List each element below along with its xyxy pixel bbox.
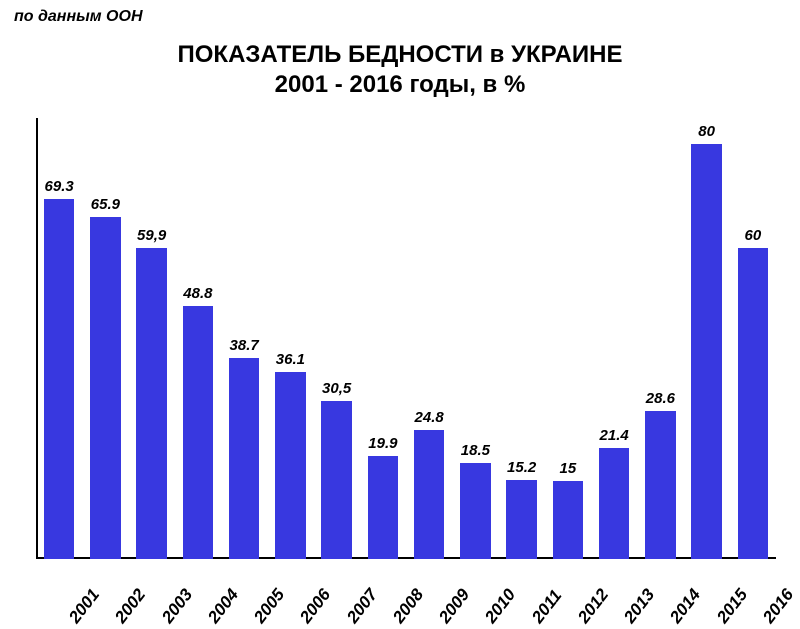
chart-plot-area: 69.3 65.9 59,9 48.8 38.7 36.1 30,5 19.9 24.8 18.5… <box>36 118 776 559</box>
bar: 59,9 <box>136 248 167 559</box>
bar-value-label: 60 <box>745 227 762 244</box>
bar-value-label: 15 <box>560 460 577 477</box>
bar: 30,5 <box>321 401 352 559</box>
x-axis-label: 2005 <box>250 585 289 627</box>
x-axis-label: 2008 <box>389 585 428 627</box>
bar: 36.1 <box>275 372 306 559</box>
chart-title-line-1: ПОКАЗАТЕЛЬ БЕДНОСТИ в УКРАИНЕ <box>0 40 800 70</box>
bar-value-label: 65.9 <box>91 196 120 213</box>
bar: 18.5 <box>460 463 491 559</box>
bar-value-label: 21.4 <box>600 427 629 444</box>
x-axis-label: 2010 <box>481 585 520 627</box>
x-axis-label: 2016 <box>759 585 798 627</box>
x-axis-label: 2001 <box>65 585 104 627</box>
chart-title: ПОКАЗАТЕЛЬ БЕДНОСТИ в УКРАИНЕ 2001 - 201… <box>0 40 800 100</box>
bar: 69.3 <box>44 199 75 559</box>
x-axis-label: 2007 <box>343 585 382 627</box>
bar-value-label: 19.9 <box>368 435 397 452</box>
source-note: по данным ООН <box>14 8 143 26</box>
bar: 38.7 <box>229 358 260 559</box>
x-axis-label: 2011 <box>528 586 566 627</box>
bar: 19.9 <box>368 456 399 559</box>
bar-value-label: 30,5 <box>322 380 351 397</box>
bar-value-label: 69.3 <box>45 178 74 195</box>
bar-value-label: 59,9 <box>137 227 166 244</box>
bar: 28.6 <box>645 411 676 559</box>
bar-value-label: 15.2 <box>507 459 536 476</box>
bar-value-label: 38.7 <box>230 337 259 354</box>
bar-value-label: 36.1 <box>276 351 305 368</box>
bar: 65.9 <box>90 217 121 559</box>
bar: 15 <box>553 481 584 559</box>
x-axis-label: 2015 <box>713 585 752 627</box>
bar: 21.4 <box>599 448 630 559</box>
bar: 48.8 <box>183 306 214 559</box>
x-axis-label: 2013 <box>620 585 659 627</box>
x-axis-label: 2006 <box>296 585 335 627</box>
bar-value-label: 48.8 <box>183 285 212 302</box>
bars-container: 69.3 65.9 59,9 48.8 38.7 36.1 30,5 19.9 24.8 18.5… <box>36 118 776 559</box>
bar-value-label: 28.6 <box>646 390 675 407</box>
chart-title-line-2: 2001 - 2016 годы, в % <box>0 70 800 100</box>
x-axis-label: 2003 <box>158 585 197 627</box>
x-axis-label: 2012 <box>574 585 613 627</box>
bar: 80 <box>691 144 722 559</box>
x-axis-label: 2009 <box>435 585 474 627</box>
x-axis-label: 2002 <box>111 585 150 627</box>
x-axis-label: 2004 <box>204 585 243 627</box>
bar-value-label: 80 <box>698 123 715 140</box>
bar: 15.2 <box>506 480 537 559</box>
x-axis-labels: 2001200220032004200520062007200820092010… <box>36 563 776 625</box>
bar: 60 <box>738 248 769 559</box>
bar: 24.8 <box>414 430 445 559</box>
bar-value-label: 18.5 <box>461 442 490 459</box>
chart-page: по данным ООН ПОКАЗАТЕЛЬ БЕДНОСТИ в УКРА… <box>0 0 800 629</box>
x-axis-label: 2014 <box>666 585 705 627</box>
bar-value-label: 24.8 <box>415 409 444 426</box>
